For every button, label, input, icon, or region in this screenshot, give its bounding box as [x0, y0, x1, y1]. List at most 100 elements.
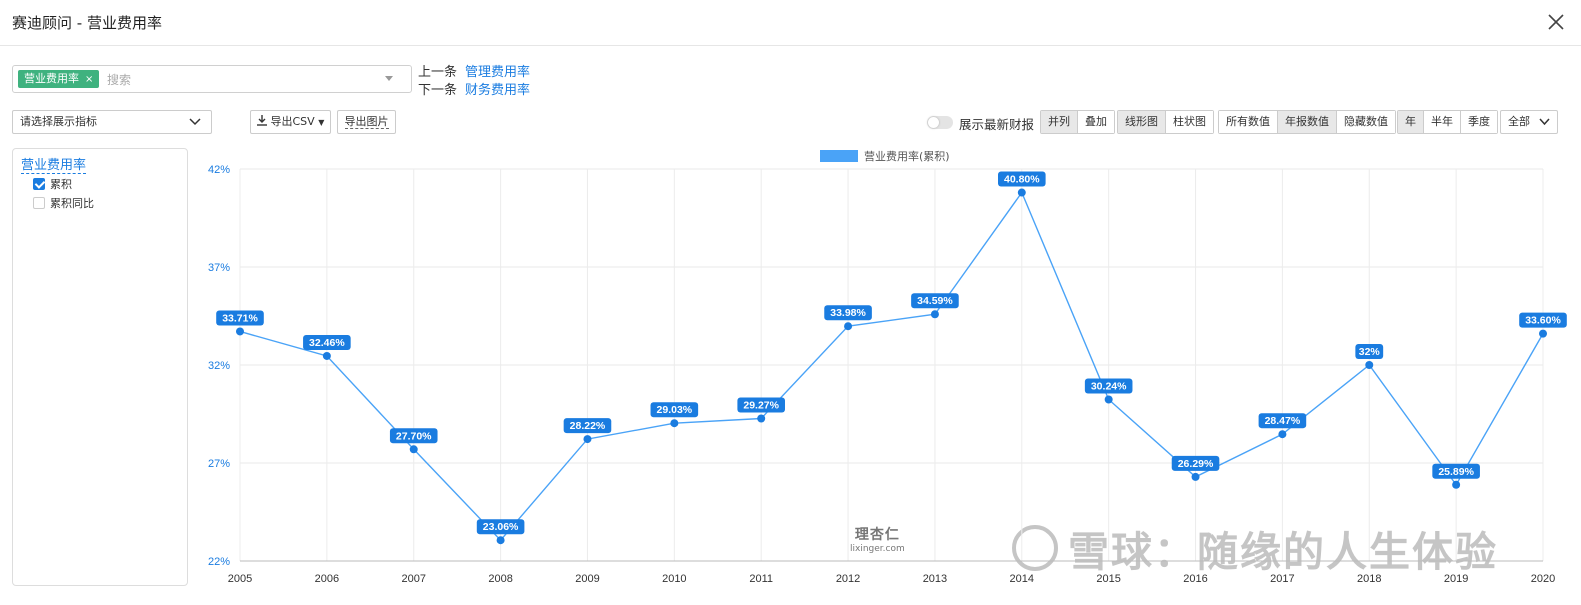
data-point: [496, 536, 505, 545]
x-tick-label: 2019: [1444, 573, 1468, 585]
option-cumulative[interactable]: 累积: [33, 176, 72, 192]
x-tick-label: 2017: [1270, 573, 1294, 585]
layout-side-by-side-button[interactable]: 并列: [1041, 111, 1078, 133]
title-bar: 赛迪顾问 - 营业费用率: [0, 0, 1581, 46]
prev-link[interactable]: 管理费用率: [465, 65, 531, 80]
data-label: 27.70%: [396, 430, 432, 442]
period-quarter-button[interactable]: 季度: [1461, 111, 1497, 133]
data-label: 33.98%: [830, 307, 866, 319]
search-input[interactable]: 搜索: [107, 73, 132, 87]
data-point: [322, 351, 331, 360]
y-tick-label: 22%: [208, 556, 230, 568]
checkbox-unchecked-icon[interactable]: [33, 197, 45, 209]
range-select-label: 全部: [1508, 115, 1530, 128]
lixinger-url: lixinger.com: [850, 544, 905, 554]
y-tick-label: 32%: [208, 360, 230, 372]
data-point: [1452, 480, 1461, 489]
data-label: 29.03%: [657, 404, 693, 416]
data-label-bg: [911, 293, 959, 309]
data-label: 30.24%: [1091, 380, 1127, 392]
indicator-multiselect[interactable]: 营业费用率 × 搜索: [12, 65, 412, 93]
data-point: [1104, 395, 1113, 404]
x-tick-label: 2009: [575, 573, 599, 585]
close-icon[interactable]: [1545, 11, 1567, 33]
data-label: 33.60%: [1525, 315, 1561, 327]
data-label: 25.89%: [1438, 466, 1474, 478]
next-link[interactable]: 财务费用率: [465, 83, 531, 98]
checkbox-checked-icon[interactable]: [33, 178, 45, 190]
export-image-button[interactable]: 导出图片: [337, 110, 396, 134]
chevron-down-icon: [1539, 118, 1550, 126]
range-select[interactable]: 全部: [1500, 110, 1558, 134]
x-tick-label: 2008: [488, 573, 512, 585]
x-tick-label: 2012: [836, 573, 860, 585]
data-label-bg: [1171, 455, 1220, 471]
indicator-display-select[interactable]: 请选择展示指标: [12, 110, 212, 134]
data-label: 40.80%: [1004, 174, 1040, 186]
data-label-bg: [1084, 378, 1133, 394]
x-tick-label: 2014: [1010, 573, 1034, 585]
data-label: 28.47%: [1265, 415, 1301, 427]
series-line: [239, 191, 1544, 542]
data-point: [1017, 188, 1026, 197]
data-label-bg: [650, 402, 699, 418]
option-cumulative-label: 累积: [50, 178, 72, 191]
x-tick-label: 2013: [923, 573, 947, 585]
indicator-panel-title[interactable]: 营业费用率: [21, 154, 87, 174]
data-label: 29.27%: [743, 400, 779, 412]
indicator-panel: 营业费用率 累积 累积同比: [12, 148, 188, 586]
indicator-display-label: 请选择展示指标: [20, 115, 97, 128]
next-item: 下一条 财务费用率: [418, 79, 530, 98]
layout-stacked-button[interactable]: 叠加: [1078, 111, 1114, 133]
export-csv-button[interactable]: 导出CSV ▼: [250, 110, 331, 134]
data-point: [583, 435, 592, 444]
next-label: 下一条: [418, 83, 458, 98]
value-display-button-group: 所有数值 年报数值 隐藏数值: [1218, 110, 1396, 134]
all-values-button[interactable]: 所有数值: [1219, 111, 1278, 133]
y-tick-label: 42%: [208, 164, 230, 176]
data-label-bg: [1355, 344, 1384, 359]
tag-remove-icon[interactable]: ×: [85, 74, 94, 85]
caret-down-icon: ▼: [318, 118, 325, 127]
export-image-label: 导出图片: [344, 115, 389, 129]
data-label-bg: [824, 305, 872, 321]
hide-values-button[interactable]: 隐藏数值: [1337, 111, 1395, 133]
x-tick-label: 2005: [228, 573, 252, 585]
data-label: 32%: [1359, 346, 1381, 358]
data-label: 26.29%: [1178, 458, 1214, 470]
annual-values-button[interactable]: 年报数值: [1278, 111, 1337, 133]
x-tick-label: 2011: [749, 573, 773, 585]
dropdown-caret-icon[interactable]: [385, 76, 393, 81]
show-latest-label: 展示最新财报: [959, 117, 1035, 132]
data-point: [409, 445, 418, 454]
x-tick-label: 2018: [1357, 573, 1381, 585]
data-label-bg: [476, 519, 525, 535]
period-year-button[interactable]: 年: [1398, 111, 1424, 133]
data-point: [1365, 361, 1374, 369]
x-tick-label: 2007: [401, 573, 425, 585]
x-tick-label: 2006: [315, 573, 339, 585]
data-point: [757, 414, 766, 423]
chart-legend[interactable]: 营业费用率(累积): [820, 148, 950, 164]
line-chart-button[interactable]: 线形图: [1118, 111, 1166, 133]
y-tick-label: 37%: [208, 262, 230, 274]
data-label: 28.22%: [570, 420, 606, 432]
layout-button-group: 并列 叠加: [1040, 110, 1115, 134]
data-label: 34.59%: [917, 295, 953, 307]
show-latest-toggle[interactable]: [927, 116, 953, 129]
data-label-bg: [1432, 463, 1480, 479]
data-point: [844, 322, 853, 331]
data-label: 32.46%: [309, 337, 345, 349]
tag-label: 营业费用率: [24, 72, 79, 85]
period-half-year-button[interactable]: 半年: [1424, 111, 1461, 133]
data-point: [670, 419, 679, 428]
selected-indicator-tag: 营业费用率 ×: [18, 70, 100, 88]
legend-swatch: [820, 150, 858, 162]
y-tick-label: 27%: [208, 458, 230, 470]
chevron-down-icon: [189, 118, 201, 126]
legend-label: 营业费用率(累积): [864, 150, 950, 163]
data-label: 23.06%: [483, 521, 519, 533]
bar-chart-button[interactable]: 柱状图: [1166, 111, 1213, 133]
option-cumulative-yoy[interactable]: 累积同比: [33, 195, 94, 211]
